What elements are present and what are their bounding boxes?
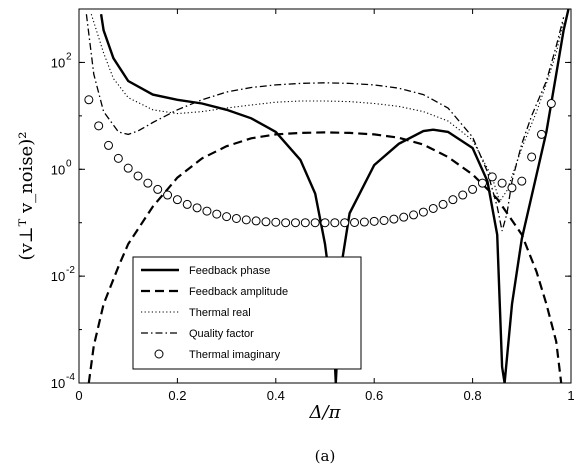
x-tick-label: 0.2 <box>168 388 186 403</box>
data-point <box>192 203 202 213</box>
data-point <box>350 217 360 227</box>
legend-box <box>132 256 362 370</box>
data-point <box>182 199 192 209</box>
data-point <box>428 203 438 213</box>
legend-label: Feedback amplitude <box>189 286 288 298</box>
legend-item-thermal-real: Thermal real <box>141 307 251 319</box>
legend-item-feedback-amplitude: Feedback amplitude <box>141 286 288 298</box>
legend-label: Thermal real <box>189 307 251 319</box>
y-tick-label-base: 10 <box>51 376 65 391</box>
legend-item-quality-factor: Quality factor <box>141 328 254 340</box>
y-tick-label-exponent: 0 <box>66 158 72 169</box>
x-tick-label: 0.4 <box>267 388 285 403</box>
y-tick-label-base: 10 <box>51 55 65 70</box>
y-tick-label-base: 10 <box>51 269 65 284</box>
data-point <box>261 217 271 227</box>
data-point <box>438 199 448 209</box>
series-thermal-imaginary <box>84 95 556 228</box>
data-point <box>546 99 556 109</box>
data-point <box>340 218 350 228</box>
data-point <box>281 218 291 228</box>
legend-item-thermal-imaginary: Thermal imaginary <box>154 349 281 361</box>
data-point <box>163 190 173 200</box>
legend-item-feedback-phase: Feedback phase <box>141 265 270 277</box>
y-tick-label: 10 -4 <box>51 372 76 391</box>
data-point <box>271 217 281 227</box>
y-tick-label-base: 10 <box>51 162 65 177</box>
legend: Feedback phase Feedback amplitude Thermal … <box>132 256 362 370</box>
data-point <box>517 176 527 186</box>
data-point <box>399 212 409 222</box>
data-point <box>231 213 241 223</box>
data-point <box>487 172 497 182</box>
data-point <box>536 129 546 139</box>
data-point <box>153 184 163 194</box>
data-point <box>113 153 123 163</box>
data-point <box>389 214 399 224</box>
data-point <box>300 218 310 228</box>
figure-caption: (a) <box>315 447 336 465</box>
data-point <box>409 210 419 220</box>
data-point <box>527 152 537 162</box>
y-tick-label: 10 2 <box>51 51 72 70</box>
series-line-quality-factor <box>85 14 565 232</box>
data-point <box>123 163 133 173</box>
legend-label: Feedback phase <box>189 265 270 277</box>
data-point <box>104 140 114 150</box>
data-point <box>94 121 104 131</box>
data-point <box>448 195 458 205</box>
data-point <box>241 215 251 225</box>
series-group <box>84 9 570 383</box>
x-tick-label: 1 <box>567 388 574 403</box>
data-point <box>458 190 468 200</box>
data-point <box>251 216 261 226</box>
data-point <box>143 178 153 188</box>
data-point <box>84 95 94 105</box>
data-point <box>310 218 320 228</box>
data-point <box>369 216 379 226</box>
data-point <box>212 209 222 219</box>
legend-label: Thermal imaginary <box>189 349 281 361</box>
data-point <box>133 171 143 181</box>
data-point <box>320 218 330 228</box>
data-point <box>379 216 389 226</box>
x-axis-label: Δ/π <box>309 402 342 423</box>
data-point <box>507 183 517 193</box>
data-point <box>477 178 487 188</box>
x-tick-label: 0 <box>75 388 82 403</box>
x-tick-label: 0.6 <box>365 388 383 403</box>
y-tick-label-exponent: -4 <box>66 372 75 383</box>
data-point <box>202 206 212 216</box>
legend-marker <box>154 349 164 359</box>
series-line-feedback-phase <box>99 9 570 383</box>
y-tick-label-exponent: 2 <box>66 51 72 62</box>
data-point <box>172 195 182 205</box>
data-point <box>497 178 507 188</box>
y-axis-label: (v⊥ᵀ v_noise)² <box>16 132 37 261</box>
plot-frame <box>78 8 572 384</box>
y-tick-label: 10 -2 <box>51 265 76 284</box>
data-point <box>290 218 300 228</box>
series-line-feedback-amplitude <box>87 131 563 383</box>
data-point <box>418 207 428 217</box>
x-tick-label: 0.8 <box>464 388 482 403</box>
data-point <box>468 184 478 194</box>
data-point <box>222 212 232 222</box>
data-point <box>359 217 369 227</box>
y-tick-label-exponent: -2 <box>66 265 75 276</box>
data-point <box>330 218 340 228</box>
y-tick-label: 10 0 <box>51 158 72 177</box>
legend-label: Quality factor <box>189 328 254 340</box>
